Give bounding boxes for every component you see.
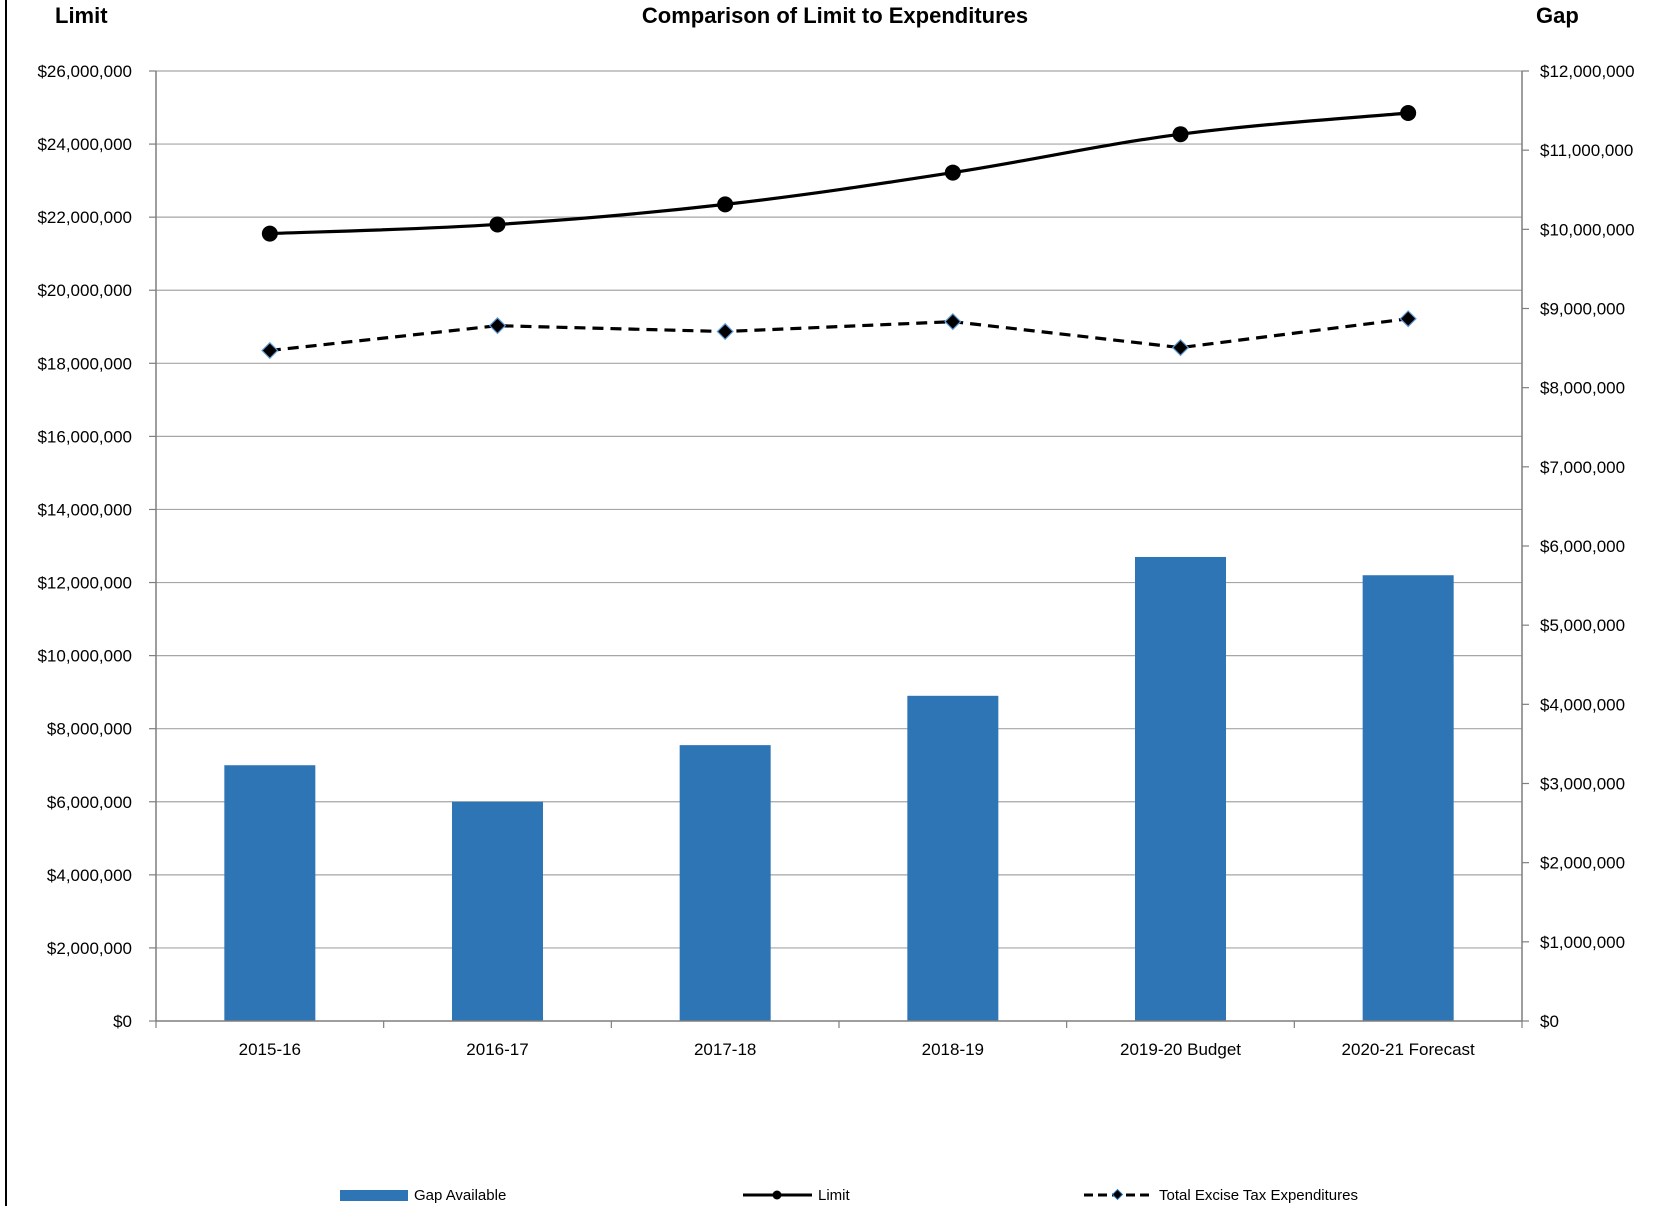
axes (155, 71, 1523, 1028)
legend-item-limit: Limit (743, 1187, 851, 1204)
category-label: 2019-20 Budget (1120, 1040, 1241, 1059)
bar-series-gap-available (224, 556, 1454, 1021)
left-tick-label: $18,000,000 (37, 354, 132, 373)
category-label: 2018-19 (922, 1040, 984, 1059)
legend-label-limit: Limit (818, 1187, 851, 1204)
right-tick-label: $11,000,000 (1540, 141, 1633, 160)
limit-point (717, 196, 734, 213)
legend-swatch-gap-available (340, 1190, 408, 1201)
right-tick-label: $1,000,000 (1540, 933, 1625, 952)
left-tick-label: $20,000,000 (37, 281, 132, 300)
category-label: 2015-16 (239, 1040, 301, 1059)
bar (452, 801, 543, 1021)
chart-title: Comparison of Limit to Expenditures (642, 3, 1028, 28)
legend-item-total-excise-tax-expenditures: Total Excise Tax Expenditures (1084, 1187, 1358, 1204)
right-tick-label: $7,000,000 (1540, 458, 1625, 477)
right-tick-label: $2,000,000 (1540, 854, 1625, 873)
right-tick-label: $4,000,000 (1540, 695, 1625, 714)
left-tick-label: $24,000,000 (37, 135, 132, 154)
right-tick-label: $0 (1540, 1012, 1559, 1031)
left-tick-label: $26,000,000 (37, 62, 132, 81)
category-label: 2016-17 (466, 1040, 528, 1059)
left-tick-label: $10,000,000 (37, 647, 132, 666)
limit-point (261, 225, 278, 242)
right-tick-label: $5,000,000 (1540, 616, 1625, 635)
legend-item-gap-available: Gap Available (340, 1187, 506, 1204)
line-series (261, 105, 1417, 360)
excise-point (488, 317, 507, 335)
right-tick-label: $10,000,000 (1540, 220, 1635, 239)
excise-point (261, 341, 279, 360)
limit-point (1400, 105, 1417, 122)
excise-line (269, 317, 1409, 353)
left-tick-label: $12,000,000 (37, 574, 132, 593)
bar (1362, 575, 1454, 1021)
excise-point (716, 322, 734, 341)
bar (907, 695, 999, 1021)
bar (679, 745, 771, 1021)
limit-line (269, 111, 1409, 236)
left-tick-label: $22,000,000 (37, 208, 132, 227)
gridlines (156, 70, 1522, 949)
right-axis-ticks: $0 $1,000,000 $2,000,000 $3,000,000 $4,000,0… (1522, 62, 1635, 1031)
bar (224, 765, 316, 1021)
legend-marker-excise (1111, 1188, 1124, 1201)
right-tick-label: $12,000,000 (1540, 62, 1635, 81)
excise-point (1171, 338, 1190, 357)
legend-label-gap-available: Gap Available (414, 1187, 506, 1204)
excise-point (944, 313, 962, 331)
limit-point (489, 216, 506, 233)
legend-label-excise: Total Excise Tax Expenditures (1159, 1187, 1358, 1204)
right-tick-label: $9,000,000 (1540, 300, 1625, 319)
right-tick-label: $6,000,000 (1540, 537, 1625, 556)
left-tick-label: $8,000,000 (47, 720, 132, 739)
right-tick-label: $3,000,000 (1540, 775, 1625, 794)
limit-point (944, 164, 961, 181)
left-axis-title: Limit (55, 3, 108, 28)
left-tick-label: $2,000,000 (47, 939, 132, 958)
left-axis-ticks: $0 $2,000,000 $4,000,000 $6,000,000 $8,000,0… (37, 62, 156, 1031)
category-labels: 2015-16 2016-17 2017-18 2018-19 2019-20 Budg… (239, 1040, 1475, 1059)
right-axis-title: Gap (1536, 3, 1579, 28)
bar (1135, 556, 1226, 1021)
left-tick-label: $0 (113, 1012, 132, 1031)
category-label: 2020-21 Forecast (1342, 1040, 1476, 1059)
left-tick-label: $6,000,000 (47, 793, 132, 812)
excise-point (1399, 310, 1417, 328)
legend: Gap Available Limit Total Excise Tax Exp… (340, 1187, 1358, 1204)
left-tick-label: $16,000,000 (37, 427, 132, 446)
left-tick-label: $14,000,000 (37, 500, 132, 519)
right-tick-label: $8,000,000 (1540, 379, 1625, 398)
category-label: 2017-18 (694, 1040, 756, 1059)
legend-marker-limit (772, 1190, 782, 1200)
left-tick-label: $4,000,000 (47, 866, 132, 885)
limit-point (1172, 126, 1189, 143)
